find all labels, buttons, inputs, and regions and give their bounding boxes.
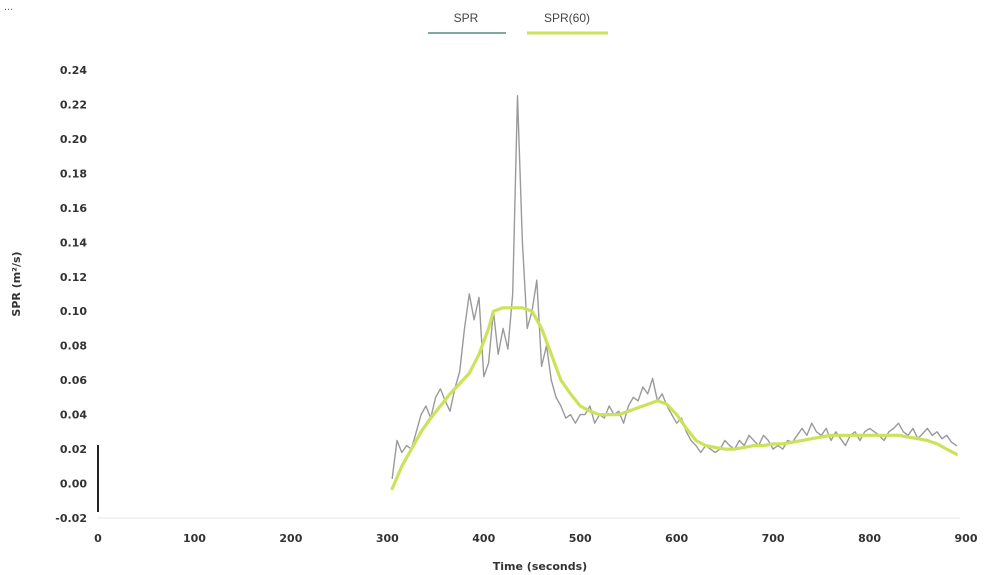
y-axis-ticks: -0.02 0.00 0.02 0.04 0.06 0.08 0.10 0.12 0.14 0.1… xyxy=(55,64,87,525)
y-tick-label: 0.16 xyxy=(60,202,87,215)
x-tick-label: 900 xyxy=(955,532,978,545)
y-axis-label: SPR (m²/s) xyxy=(10,251,23,316)
x-tick-label: 300 xyxy=(376,532,399,545)
y-tick-label: 0.12 xyxy=(60,271,87,284)
x-axis-ticks: 0 100 200 300 400 500 600 700 800 900 xyxy=(94,532,978,545)
y-tick-label: 0.20 xyxy=(60,133,87,146)
corner-text: ... xyxy=(4,1,13,13)
y-tick-label: 0.08 xyxy=(60,340,87,353)
series-layer xyxy=(390,95,959,491)
y-tick-label: 0.06 xyxy=(60,374,87,387)
series-line-spr-60 xyxy=(390,306,959,491)
y-tick-label: 0.24 xyxy=(60,64,87,77)
x-tick-label: 200 xyxy=(279,532,302,545)
x-tick-label: 400 xyxy=(472,532,495,545)
x-tick-label: 0 xyxy=(94,532,102,545)
y-tick-label: 0.00 xyxy=(60,478,87,491)
x-tick-label: 800 xyxy=(858,532,881,545)
x-tick-label: 700 xyxy=(762,532,785,545)
x-tick-label: 100 xyxy=(183,532,206,545)
chart-legend: SPR SPR(60) xyxy=(428,11,608,35)
series-line-spr xyxy=(391,95,958,480)
y-tick-label: 0.02 xyxy=(60,443,87,456)
x-tick-label: 600 xyxy=(665,532,688,545)
y-tick-label: 0.10 xyxy=(60,305,87,318)
y-tick-label: 0.14 xyxy=(60,236,87,249)
y-tick-label: 0.18 xyxy=(60,167,87,180)
y-tick-label: 0.22 xyxy=(60,98,87,111)
legend-label-spr-60: SPR(60) xyxy=(544,11,590,25)
legend-label-spr: SPR xyxy=(454,11,479,25)
x-tick-label: 500 xyxy=(569,532,592,545)
y-tick-label: -0.02 xyxy=(55,512,87,525)
x-axis-label: Time (seconds) xyxy=(493,560,587,573)
y-tick-label: 0.04 xyxy=(60,409,87,422)
